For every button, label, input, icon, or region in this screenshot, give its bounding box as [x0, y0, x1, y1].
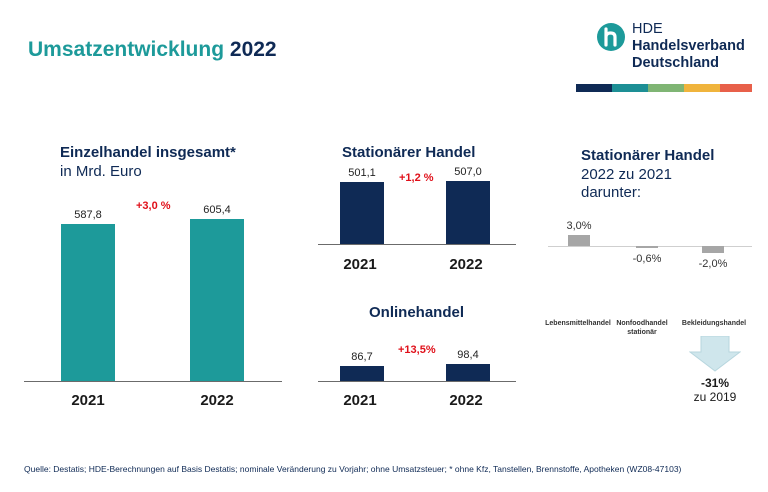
chart4-bar-lebensmittelhandel	[568, 235, 590, 246]
brand-stripe-2	[612, 84, 648, 92]
chart1-bar-2021	[61, 224, 115, 381]
chart4-bar-nonfoodhandel	[636, 246, 658, 248]
source-footnote: Quelle: Destatis; HDE-Berechnungen auf B…	[24, 464, 682, 474]
chart4-bar-bekleidungshandel	[702, 246, 724, 253]
chart4-value-label-nonfoodhandel: -0,6%	[632, 253, 662, 265]
logo-line-2: Handelsverband	[632, 38, 745, 54]
chart2-value-label-2022: 507,0	[454, 166, 482, 178]
chart3-bar-2021	[340, 366, 384, 381]
chart1-value-label-2022: 605,4	[203, 204, 231, 216]
chart3-category-2021: 2021	[343, 392, 377, 409]
chart3-axis	[318, 381, 516, 382]
chart4-title: Stationärer Handel	[581, 147, 715, 164]
down-arrow-icon	[689, 336, 741, 372]
chart1-value-label-2021: 587,8	[74, 209, 102, 221]
chart4-value-label-bekleidungshandel: -2,0%	[698, 258, 728, 270]
chart3-title: Onlinehandel	[369, 304, 465, 321]
chart4-category-lebensmittelhandel: Lebensmittelhandel	[545, 320, 611, 327]
chart1-category-2021: 2021	[71, 392, 105, 409]
chart4-subtitle-line-2: darunter:	[581, 184, 642, 201]
brand-stripe-3	[648, 84, 684, 92]
chart3-value-label-2022: 98,4	[457, 349, 479, 361]
chart2-axis	[318, 244, 516, 245]
chart1-subtitle: in Mrd. Euro	[60, 163, 142, 180]
hde-logo-icon	[597, 23, 625, 51]
chart4-subtitle-line-1: 2022 zu 2021	[581, 166, 672, 183]
chart4-callout-value: -31%	[700, 376, 729, 390]
chart4-category-nonfoodhandel: Nonfoodhandel stationär	[616, 320, 668, 336]
chart1-bar-2022	[190, 219, 244, 381]
chart2-change-label: +1,2 %	[399, 172, 434, 184]
chart2-value-label-2021: 501,1	[348, 167, 376, 179]
logo-line-3: Deutschland	[632, 55, 720, 71]
logo-line-1: HDE	[632, 21, 663, 37]
chart4-category-bekleidungshandel: Bekleidungshandel	[681, 320, 747, 327]
chart1-change-label: +3,0 %	[136, 200, 171, 212]
title-main: Umsatzentwicklung	[28, 38, 225, 61]
chart3-bar-2022	[446, 364, 490, 381]
title-year: 2022	[229, 38, 277, 61]
chart2-title: Stationärer Handel	[342, 144, 476, 161]
brand-stripe-1	[576, 84, 612, 92]
brand-stripe-5	[720, 84, 752, 92]
chart2-category-2021: 2021	[343, 256, 377, 273]
chart3-change-label: +13,5%	[398, 344, 436, 356]
chart2-bar-2022	[446, 181, 490, 244]
chart3-category-2022: 2022	[449, 392, 483, 409]
chart4-value-label-lebensmittelhandel: 3,0%	[566, 220, 592, 232]
chart2-bar-2021	[340, 182, 384, 244]
chart3-value-label-2021: 86,7	[351, 351, 373, 363]
brand-stripe-4	[684, 84, 720, 92]
chart2-category-2022: 2022	[449, 256, 483, 273]
chart1-title: Einzelhandel insgesamt*	[60, 144, 236, 161]
page-title: Umsatzentwicklung 2022	[28, 38, 277, 62]
chart4-callout-label: zu 2019	[693, 390, 737, 404]
chart1-category-2022: 2022	[200, 392, 234, 409]
chart1-axis	[24, 381, 282, 382]
